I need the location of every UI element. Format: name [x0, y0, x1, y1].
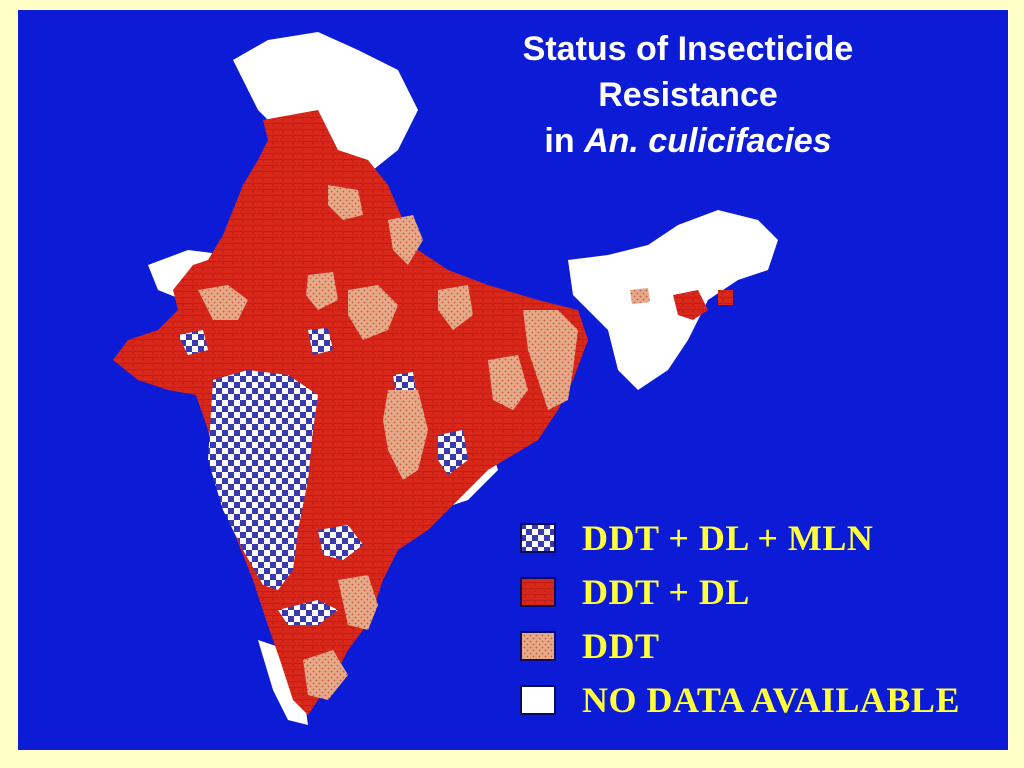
map-region-ddt-dl-mln-west	[208, 370, 318, 590]
map-region-ddt-central	[348, 285, 398, 340]
map-region-ddt-ne-small	[630, 288, 650, 304]
map-legend: DDT + DL + MLN DDT + DL DDT NO DATA AVAI…	[520, 510, 1000, 730]
legend-label-ddt: DDT	[582, 626, 660, 666]
legend-item-ddt: DDT	[520, 626, 660, 666]
legend-label-ddt-dl: DDT + DL	[582, 572, 750, 612]
map-region-north-no-data	[233, 32, 418, 185]
title-line-2: Resistance	[598, 76, 778, 114]
legend-swatch-white	[520, 685, 556, 715]
india-resistance-map	[113, 32, 778, 725]
map-region-ddt-dl-mln-south	[278, 600, 338, 625]
map-region-ddt-dl-mln-small	[178, 330, 208, 355]
legend-item-ddt-dl: DDT + DL	[520, 572, 750, 612]
legend-label-ddt-dl-mln: DDT + DL + MLN	[582, 518, 874, 558]
map-region-ddt-east	[383, 390, 428, 480]
title-line-3-prefix: in	[544, 122, 585, 160]
map-region-ddt-bengal	[488, 355, 528, 410]
map-region-ddt-northeast-plain	[523, 310, 578, 410]
title-line-1: Status of Insecticide	[522, 30, 854, 68]
map-region-ddt-dl-northeast	[673, 290, 708, 320]
legend-swatch-tan	[520, 631, 556, 661]
map-region-ddt-kerala	[303, 650, 348, 700]
map-region-ddt-dl	[113, 110, 588, 715]
legend-item-no-data: NO DATA AVAILABLE	[520, 680, 960, 720]
map-region-ddt-north	[328, 185, 363, 220]
map-region-northeast-no-data	[568, 210, 778, 390]
map-region-ddt-westcentral	[306, 272, 338, 310]
slide-title: Status of Insecticide Resistance in An. …	[448, 26, 928, 164]
slide-background: Status of Insecticide Resistance in An. …	[18, 10, 1008, 750]
map-region-ddt-dl-mln-small2	[308, 328, 333, 355]
map-region-ddt-center2	[438, 285, 473, 330]
legend-item-ddt-dl-mln: DDT + DL + MLN	[520, 518, 873, 558]
map-region-ddt-south	[338, 575, 378, 630]
legend-swatch-checker	[520, 523, 556, 553]
map-region-ddt-himalaya	[388, 215, 423, 265]
legend-swatch-red	[520, 577, 556, 607]
title-species: An. culicifacies	[584, 122, 832, 160]
map-region-ddt-dl-northeast2	[718, 290, 733, 305]
map-region-ddt-dl-mln-central	[318, 525, 363, 560]
map-region-ddt-dl-mln-east	[438, 430, 468, 475]
map-region-south-tip-no-data	[258, 640, 308, 725]
map-region-ddt-northwest	[198, 285, 248, 320]
map-region-ddt-dl-mln-small3	[393, 372, 416, 395]
legend-label-no-data: NO DATA AVAILABLE	[582, 680, 960, 720]
title-line-3: in An. culicifacies	[448, 118, 928, 164]
